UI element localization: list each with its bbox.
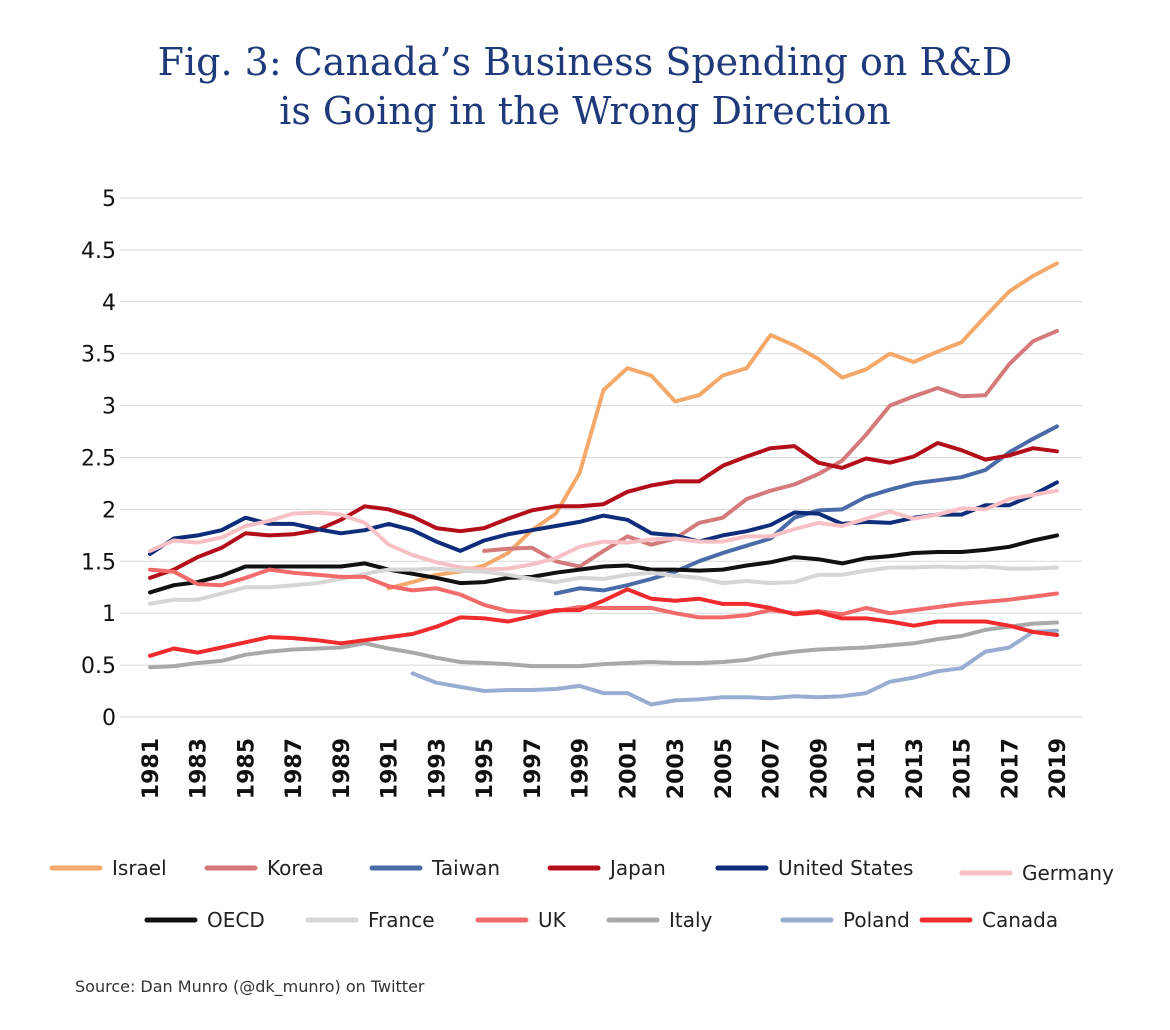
legend-item-germany: Germany xyxy=(959,861,1114,885)
legend-label: United States xyxy=(778,856,913,880)
x-axis-ticks: 1981 1983 1985 1987 1989 1991 1993 1995 1997 1999… xyxy=(139,738,1071,799)
series-line-korea xyxy=(482,328,1059,569)
series-line-france xyxy=(148,564,1059,606)
x-tick-label: 2009 xyxy=(807,738,832,799)
legend-label: Korea xyxy=(267,856,324,880)
y-tick-label: 1.5 xyxy=(81,550,116,575)
y-tick-label: 5 xyxy=(102,187,116,212)
legend-item-taiwan: Taiwan xyxy=(369,856,500,880)
x-tick-label: 2001 xyxy=(616,738,641,799)
legend-item-france: France xyxy=(305,908,435,932)
x-tick-label: 1983 xyxy=(187,738,212,799)
series-line-poland xyxy=(410,628,1059,707)
series-lines xyxy=(148,261,1059,707)
series-line-germany xyxy=(148,488,1059,572)
x-tick-label: 1987 xyxy=(282,738,307,799)
chart-title-line-2: is Going in the Wrong Direction xyxy=(279,89,891,133)
legend-item-oecd: OECD xyxy=(144,908,265,932)
series-line-japan xyxy=(148,441,1059,580)
x-tick-label: 2019 xyxy=(1046,738,1071,799)
x-tick-label: 1997 xyxy=(521,738,546,799)
x-tick-label: 2013 xyxy=(903,738,928,799)
legend-label: Poland xyxy=(843,908,910,932)
series-line-united-states xyxy=(148,480,1059,556)
series-line-oecd xyxy=(148,533,1059,595)
legend-label: OECD xyxy=(207,908,265,932)
x-tick-label: 2011 xyxy=(855,738,880,799)
x-tick-label: 1999 xyxy=(569,738,594,799)
legend-item-canada: Canada xyxy=(919,908,1058,932)
x-tick-label: 1993 xyxy=(425,738,450,799)
legend-label: Japan xyxy=(608,856,666,880)
source-note: Source: Dan Munro (@dk_munro) on Twitter xyxy=(75,977,425,996)
legend: Israel Korea Taiwan Japan United States Germa… xyxy=(49,856,1114,932)
chart-title: Fig. 3: Canada’s Business Spending on R&… xyxy=(0,38,1170,136)
y-axis-ticks: 0 0.5 1 1.5 2 2.5 3 3.5 4 4.5 5 xyxy=(81,187,116,731)
y-tick-label: 3.5 xyxy=(81,343,116,368)
y-tick-label: 0 xyxy=(102,706,116,731)
y-tick-label: 4.5 xyxy=(81,239,116,264)
legend-label: Canada xyxy=(982,908,1058,932)
legend-item-korea: Korea xyxy=(204,856,324,880)
legend-item-israel: Israel xyxy=(49,856,167,880)
x-tick-label: 1981 xyxy=(139,738,164,799)
series-line-italy xyxy=(148,620,1059,670)
line-chart: 00.511.522.533.544.55 1981 1983 1985 1987 19… xyxy=(49,187,1114,932)
x-tick-label: 2007 xyxy=(760,738,785,799)
legend-label: Taiwan xyxy=(431,856,500,880)
legend-label: Israel xyxy=(112,856,167,880)
chart-title-line-1: Fig. 3: Canada’s Business Spending on R&… xyxy=(157,40,1013,84)
legend-item-japan: Japan xyxy=(547,856,666,880)
x-tick-label: 2017 xyxy=(998,738,1023,799)
x-tick-label: 2015 xyxy=(951,738,976,799)
x-tick-label: 1989 xyxy=(330,738,355,799)
x-tick-label: 2003 xyxy=(664,738,689,799)
y-tick-label: 2.5 xyxy=(81,447,116,472)
legend-item-poland: Poland xyxy=(780,908,910,932)
y-tick-label: 2 xyxy=(102,498,116,523)
legend-item-italy: Italy xyxy=(606,908,713,932)
y-tick-label: 0.5 xyxy=(81,654,116,679)
y-tick-label: 3 xyxy=(102,395,116,420)
y-tick-label: 1 xyxy=(102,602,116,627)
x-tick-label: 1995 xyxy=(473,738,498,799)
x-tick-label: 2005 xyxy=(712,738,737,799)
legend-item-uk: UK xyxy=(475,908,567,932)
legend-label: UK xyxy=(538,908,567,932)
legend-label: Germany xyxy=(1022,861,1114,885)
x-tick-label: 1991 xyxy=(378,738,403,799)
legend-label: France xyxy=(368,908,435,932)
legend-item-united-states: United States xyxy=(715,856,913,880)
series-line-uk xyxy=(148,567,1059,620)
series-line-canada xyxy=(148,587,1059,658)
legend-label: Italy xyxy=(669,908,713,932)
series-line-israel xyxy=(386,261,1059,591)
x-tick-label: 1985 xyxy=(234,738,259,799)
y-tick-label: 4 xyxy=(102,291,116,316)
